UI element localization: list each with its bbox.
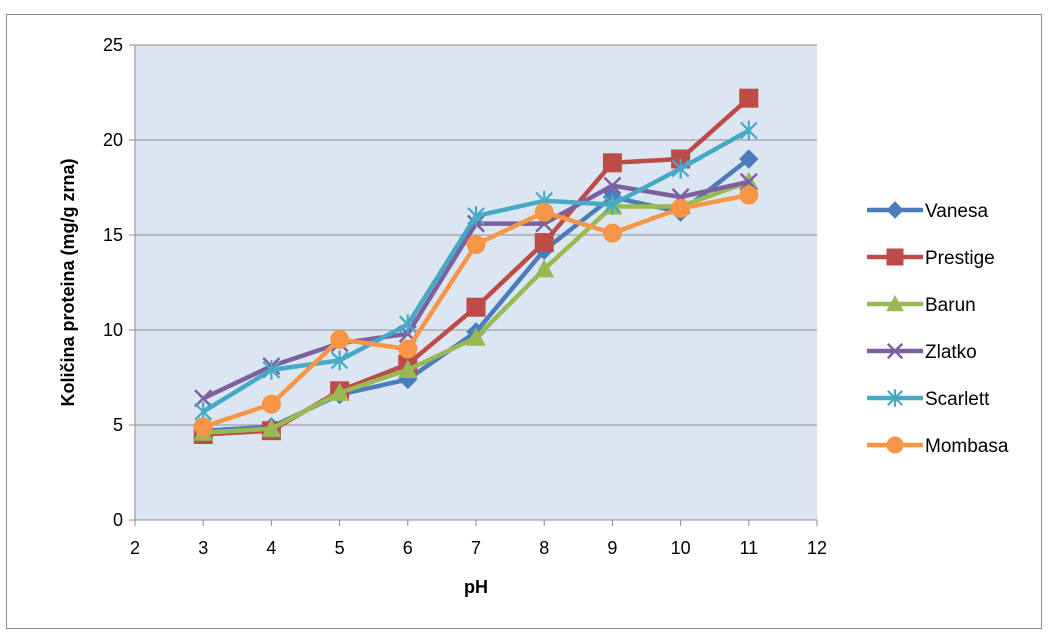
data-point: [261, 418, 282, 437]
legend-marker-icon: [886, 436, 904, 454]
data-point: [397, 359, 418, 379]
data-point: [329, 382, 350, 401]
legend-marker-icon: [886, 248, 904, 266]
x-tick-label: 8: [539, 538, 549, 558]
data-point: [398, 339, 418, 359]
data-point: [534, 259, 555, 278]
data-point: [602, 223, 622, 243]
x-tick-label: 11: [739, 538, 758, 558]
data-point: [466, 327, 486, 346]
series-scarlett: [194, 120, 758, 422]
legend-entry: Zlatko: [867, 342, 977, 363]
x-tick-label: 2: [130, 538, 140, 558]
data-point: [467, 206, 485, 226]
chart-frame: 0 5 10 15 20 25 2 3 4 5 6 7 8 9 10 11 12 Vanesa Prestige B…: [6, 14, 1042, 629]
data-point: [261, 394, 281, 414]
x-tick-label: 12: [807, 538, 827, 558]
legend-entry: Vanesa: [867, 201, 988, 222]
series-mombasa: [193, 185, 759, 437]
data-point: [603, 176, 622, 195]
data-point: [739, 149, 759, 169]
data-point: [194, 389, 213, 408]
x-tick-label: 10: [671, 538, 691, 558]
x-tick-label: 5: [335, 538, 345, 558]
y-tick-label: 10: [103, 320, 123, 340]
data-point: [739, 120, 758, 141]
x-tick-label: 9: [607, 538, 617, 558]
data-point: [739, 88, 759, 108]
data-point: [330, 330, 350, 349]
data-point: [739, 172, 758, 191]
data-point: [466, 235, 486, 254]
data-point: [193, 417, 213, 437]
plot-area: [135, 45, 817, 520]
data-point: [603, 194, 622, 215]
legend-entry: Prestige: [867, 248, 995, 269]
y-axis-title: Količina proteina (mg/g zrna): [58, 158, 78, 406]
data-point: [671, 198, 691, 218]
line-chart: 0 5 10 15 20 25 2 3 4 5 6 7 8 9 10 11 12 Vanesa Prestige B…: [58, 35, 1009, 597]
y-tick-label: 25: [103, 35, 123, 55]
legend-entry: Mombasa: [867, 436, 1009, 457]
legend-marker-icon: [886, 201, 904, 219]
y-tick-label: 5: [113, 415, 123, 435]
legend-label: Vanesa: [925, 201, 988, 222]
x-tick-label: 3: [198, 538, 208, 558]
data-point: [602, 153, 622, 173]
legend-marker-icon: [886, 294, 904, 312]
legend-label: Prestige: [925, 248, 995, 269]
y-tick-label: 0: [113, 510, 123, 530]
data-point: [671, 158, 690, 179]
legend-label: Barun: [925, 295, 976, 316]
legend-entry: Scarlett: [867, 389, 990, 410]
legend-label: Scarlett: [925, 389, 990, 410]
data-point: [330, 350, 349, 371]
data-point: [534, 202, 554, 222]
data-point: [534, 233, 554, 253]
legend-entry: Barun: [867, 294, 976, 316]
data-point: [262, 360, 281, 380]
legend-marker-icon: [886, 342, 904, 360]
x-tick-label: 7: [471, 538, 481, 558]
data-point: [739, 185, 759, 205]
data-point: [398, 314, 417, 335]
y-tick-label: 20: [103, 130, 123, 150]
legend-label: Mombasa: [925, 436, 1009, 457]
data-point: [466, 297, 486, 317]
y-tick-label: 15: [103, 225, 123, 245]
x-tick-label: 4: [266, 538, 276, 558]
legend-label: Zlatko: [925, 342, 977, 363]
legend-marker-icon: [887, 389, 903, 407]
x-tick-label: 6: [403, 538, 413, 558]
x-axis-title: pH: [464, 577, 488, 597]
